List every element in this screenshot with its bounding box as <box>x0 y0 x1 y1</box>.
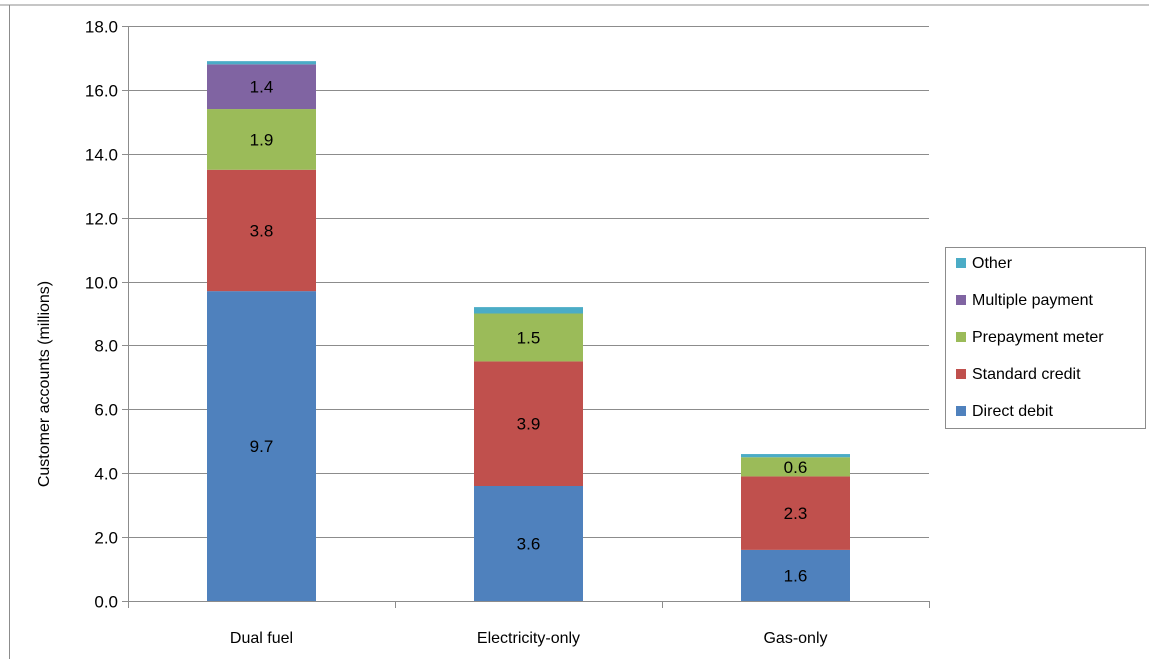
bar-segment <box>207 64 316 110</box>
bars <box>207 61 850 601</box>
legend-label: Standard credit <box>972 366 1081 383</box>
x-tick-label: Gas-only <box>763 630 827 647</box>
bar-segment <box>741 454 850 458</box>
bar-segment <box>741 549 850 601</box>
y-tick-label: 0.0 <box>94 593 118 612</box>
legend-label: Direct debit <box>972 403 1053 420</box>
bar-segment <box>207 169 316 292</box>
y-tick-label: 8.0 <box>94 337 118 356</box>
y-tick-label: 4.0 <box>94 465 118 484</box>
bar-segment <box>474 486 583 601</box>
data-label: 3.9 <box>517 415 541 434</box>
legend-swatch <box>956 258 966 268</box>
legend-swatch <box>956 295 966 305</box>
bar-segment <box>474 361 583 486</box>
x-tick-label: Electricity-only <box>477 630 580 647</box>
legend-swatch <box>956 369 966 379</box>
chart-frame <box>0 4 1149 659</box>
legend-swatch <box>956 332 966 342</box>
bar-segment <box>474 313 583 362</box>
bar-segment <box>741 476 850 550</box>
data-labels: 9.7 3.8 1.9 1.4 3.6 3.9 1.5 1.6 2.3 0.6 <box>250 78 808 586</box>
axes: 0.0 2.0 4.0 6.0 8.0 10.0 12.0 14.0 16.0 18.0 Dual … <box>85 18 930 647</box>
y-tick-label: 14.0 <box>85 146 118 165</box>
y-tick-label: 12.0 <box>85 210 118 229</box>
data-label: 3.6 <box>517 535 541 554</box>
bar-segment <box>474 307 583 314</box>
legend-box <box>945 247 1146 429</box>
legend-label: Multiple payment <box>972 292 1094 309</box>
data-label: 1.4 <box>250 78 274 97</box>
y-tick-label: 6.0 <box>94 401 118 420</box>
y-axis-title: Customer accounts (millions) <box>36 281 53 487</box>
data-label: 1.9 <box>250 130 274 149</box>
data-label: 0.6 <box>784 458 808 477</box>
bar-segment <box>207 109 316 170</box>
legend: Other Multiple payment Prepayment meter Sta… <box>945 247 1146 429</box>
legend-label: Prepayment meter <box>972 329 1104 346</box>
y-tick-label: 18.0 <box>85 18 118 37</box>
y-tick-label: 16.0 <box>85 82 118 101</box>
x-tick-label: Dual fuel <box>230 630 293 647</box>
data-label: 3.8 <box>250 221 274 240</box>
bar-segment <box>741 457 850 477</box>
data-label: 9.7 <box>250 437 274 456</box>
bar-segment <box>207 61 316 65</box>
y-tick-label: 10.0 <box>85 274 118 293</box>
bar-segment <box>207 291 316 601</box>
data-label: 1.5 <box>517 328 541 347</box>
legend-swatch <box>956 406 966 416</box>
data-label: 2.3 <box>784 504 808 523</box>
legend-label: Other <box>972 255 1013 272</box>
y-tick-label: 2.0 <box>94 529 118 548</box>
data-label: 1.6 <box>784 566 808 585</box>
